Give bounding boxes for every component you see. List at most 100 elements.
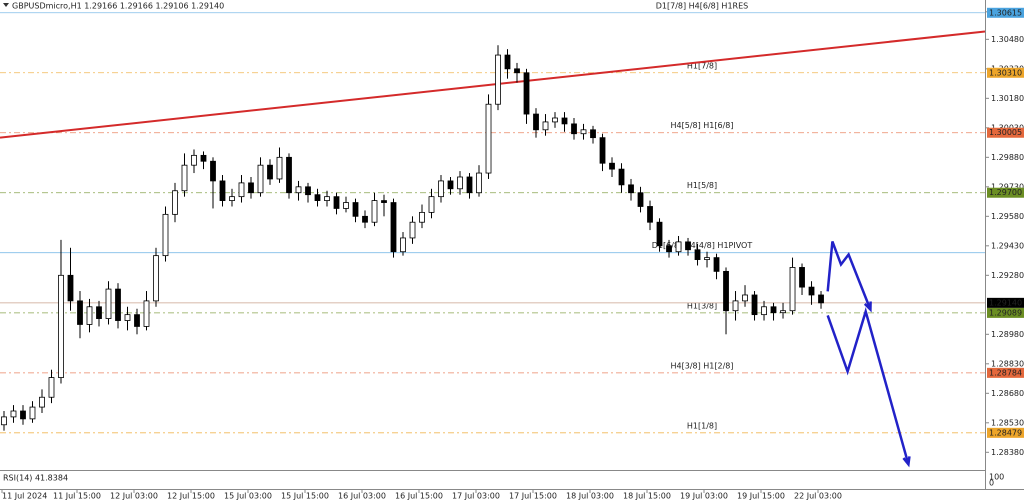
y-tick-label: 1.29280 [991,271,1024,280]
candle-body [656,221,663,247]
candle-body [200,154,207,162]
y-tick-label: 1.28680 [991,389,1024,398]
candle-body [29,406,36,420]
candle-body [723,270,729,312]
y-tick-label: 1.29730 [991,182,1024,191]
candle-body [732,300,739,312]
candle-body [314,194,321,201]
x-tick-label: 12 Jul 15:00 [167,492,215,501]
y-tick-label: 1.30480 [991,35,1024,44]
candle-body [561,117,568,125]
rsi-tick-label: 0 [989,479,994,488]
y-tick-label: 1.29430 [991,241,1024,250]
candle-body [229,196,235,201]
candle-body [580,129,587,135]
candle-body [808,286,815,296]
forecast-arrowhead [863,301,872,313]
candle-body [238,182,245,198]
candle-body [20,410,26,420]
level-price-label: 1.29700 [989,188,1022,197]
candle-body [210,160,216,182]
candle-body [571,123,577,135]
x-tick-label: 11 Jul 2024 [2,492,47,501]
y-tick-label: 1.30180 [991,94,1024,103]
candle-body [713,257,720,272]
candle-body [267,164,273,180]
candle-body [495,54,501,105]
level-price-box [987,367,1024,378]
level-price-label: 1.28479 [989,428,1022,437]
candle-body [685,241,691,251]
candle-body [10,410,17,418]
candle-body [248,182,254,194]
candle-body [618,168,625,186]
level-label: H4[3/8] H1[2/8] [671,361,734,370]
candle-body [742,294,748,302]
y-tick-label: 1.29880 [991,153,1024,162]
x-tick-label: 16 Jul 15:00 [395,492,443,501]
candle-body [818,294,824,304]
candle-body [694,249,701,260]
x-tick-label: 18 Jul 03:00 [566,492,614,501]
price-label: 1.29140 [989,298,1022,307]
candle-body [599,137,606,164]
x-tick-label: 15 Jul 15:00 [281,492,329,501]
x-tick-label: 16 Jul 03:00 [338,492,386,501]
candle-body [637,192,644,207]
candle-body [362,215,368,223]
candle-body [533,113,539,131]
candle-body [48,377,55,398]
candle-body [172,190,178,215]
trendline [0,30,986,139]
candle-body [799,267,805,288]
level-price-box [987,307,1024,318]
level-price-box [987,127,1024,138]
level-label: D1[6/8] H4[4/8] H1PIVOT [652,241,753,250]
candle-body [77,300,83,325]
candle-body [390,202,397,253]
candle-body [1,416,7,426]
candle-body [191,154,197,166]
x-tick-label: 18 Jul 15:00 [623,492,671,501]
candle-body [751,294,758,316]
candle-body [770,306,777,314]
y-tick-label: 1.28830 [991,359,1024,368]
candle-body [628,184,634,194]
x-tick-label: 11 Jul 15:00 [53,492,101,501]
candle-body [514,68,520,74]
candle-body [523,72,530,115]
forecast-path [826,241,872,310]
candle-body [58,274,64,378]
level-label: D1[7/8] H4[6/8] H1RES [656,1,748,10]
candle-body [181,164,188,192]
level-price-box [987,187,1024,198]
candle-body [333,196,340,209]
candle-body [590,129,596,139]
level-label: H1[1/8] [687,421,717,430]
level-price-label: 1.30615 [989,8,1022,17]
candle-body [485,103,492,174]
candle-body [381,200,387,203]
x-tick-label: 17 Jul 03:00 [452,492,500,501]
candle-body [789,267,796,312]
level-price-label: 1.28784 [989,368,1022,377]
level-label: H1[7/8] [687,61,717,70]
candle-body [447,180,454,190]
level-price-label: 1.30005 [989,128,1022,137]
price-box [987,297,1024,308]
x-tick-label: 19 Jul 03:00 [680,492,728,501]
candle-body [552,117,558,123]
candle-body [257,164,264,194]
level-label: H1[3/8] [687,301,717,310]
y-tick-label: 1.28380 [991,448,1024,457]
forecast-arrowhead [902,456,911,468]
candle-body [115,288,121,321]
level-price-label: 1.30310 [989,68,1022,77]
candle-body [542,121,549,131]
candle-body [704,257,710,260]
candle-body [143,300,150,327]
candle-body [343,202,349,209]
x-tick-label: 12 Jul 03:00 [110,492,158,501]
candle-body [219,180,226,201]
